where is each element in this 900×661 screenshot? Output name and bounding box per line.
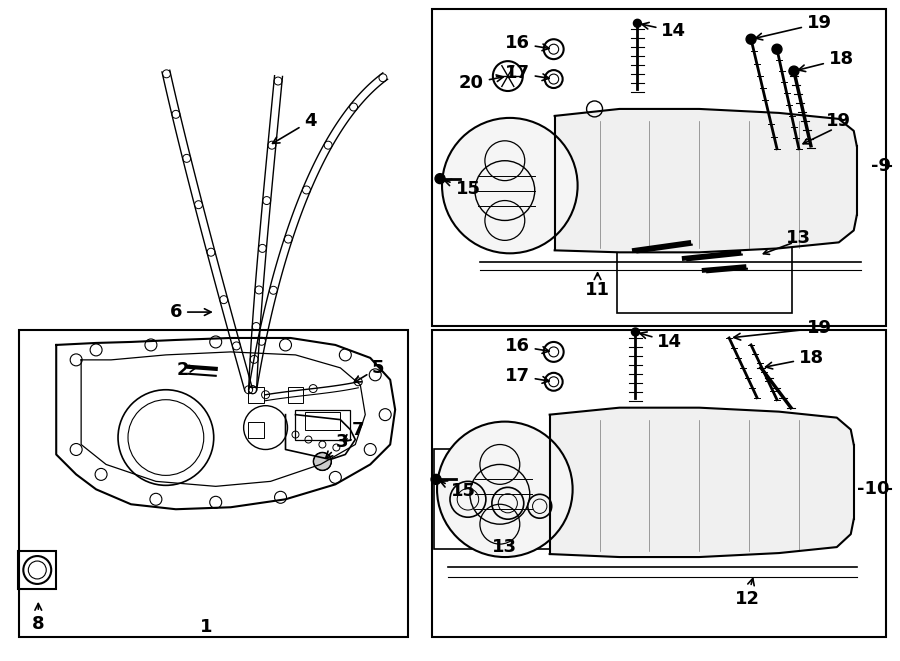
Text: 13: 13 bbox=[492, 538, 517, 556]
Text: 13: 13 bbox=[787, 229, 812, 247]
Text: 11: 11 bbox=[585, 273, 610, 299]
Bar bbox=[18, 551, 56, 589]
Text: 14: 14 bbox=[642, 22, 687, 40]
Text: 8: 8 bbox=[32, 603, 45, 633]
Bar bbox=[248, 422, 264, 438]
Circle shape bbox=[746, 34, 756, 44]
Bar bbox=[432, 9, 886, 326]
Bar bbox=[19, 330, 408, 637]
Bar bbox=[434, 449, 597, 549]
Polygon shape bbox=[550, 408, 854, 557]
Text: 15: 15 bbox=[445, 179, 481, 198]
Circle shape bbox=[313, 453, 331, 471]
Bar bbox=[305, 412, 340, 430]
Text: 19: 19 bbox=[826, 112, 851, 130]
Circle shape bbox=[632, 328, 639, 336]
Text: -9: -9 bbox=[870, 157, 891, 175]
Circle shape bbox=[634, 19, 642, 27]
Text: 5: 5 bbox=[355, 359, 384, 382]
Text: 6: 6 bbox=[169, 303, 211, 321]
Circle shape bbox=[442, 118, 578, 253]
Text: -10: -10 bbox=[858, 481, 890, 498]
Text: 7: 7 bbox=[344, 420, 364, 442]
Bar bbox=[287, 387, 303, 403]
Text: 1: 1 bbox=[200, 618, 212, 636]
Text: 19: 19 bbox=[756, 15, 832, 40]
Text: 12: 12 bbox=[734, 578, 760, 608]
Circle shape bbox=[435, 174, 445, 184]
Text: 18: 18 bbox=[798, 50, 854, 71]
Text: 3: 3 bbox=[326, 432, 348, 458]
Text: 20: 20 bbox=[459, 74, 503, 92]
Text: 15: 15 bbox=[440, 481, 475, 500]
Polygon shape bbox=[554, 109, 857, 253]
Text: 19: 19 bbox=[734, 319, 832, 340]
Bar bbox=[432, 330, 886, 637]
Circle shape bbox=[772, 44, 782, 54]
Text: 17: 17 bbox=[505, 367, 549, 385]
Circle shape bbox=[789, 66, 799, 76]
Circle shape bbox=[431, 475, 441, 485]
Text: 4: 4 bbox=[273, 112, 317, 143]
Circle shape bbox=[437, 422, 572, 557]
Bar bbox=[295, 410, 350, 440]
Text: 14: 14 bbox=[640, 332, 682, 351]
Text: 2: 2 bbox=[176, 361, 196, 379]
Bar bbox=[248, 387, 264, 403]
Text: 17: 17 bbox=[505, 64, 549, 82]
Text: 16: 16 bbox=[505, 337, 549, 355]
Bar bbox=[617, 208, 792, 313]
Text: 18: 18 bbox=[766, 349, 824, 369]
Text: 16: 16 bbox=[505, 34, 549, 52]
